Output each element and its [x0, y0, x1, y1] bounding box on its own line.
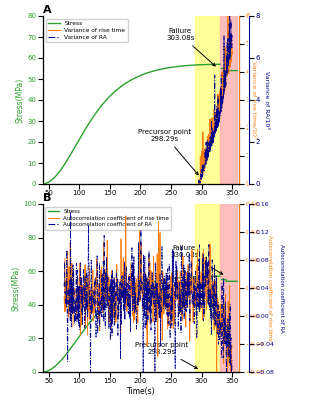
Bar — [195, 204, 220, 372]
Text: Failure
330.08s: Failure 330.08s — [170, 245, 223, 274]
Text: Precursor point
298.29s: Precursor point 298.29s — [135, 342, 197, 368]
Text: Failure
303.08s: Failure 303.08s — [166, 28, 215, 66]
Bar — [195, 16, 220, 184]
Bar — [220, 204, 237, 372]
Legend: Stress, Variance of rise time, Variance of RA: Stress, Variance of rise time, Variance … — [46, 19, 128, 42]
Y-axis label: Variance of rise time/10⁷: Variance of rise time/10⁷ — [252, 61, 257, 139]
Bar — [220, 16, 237, 184]
Legend: Stress, Autocorrelation coefficient of rise time, Autocorrelation coefficient of: Stress, Autocorrelation coefficient of r… — [45, 207, 171, 230]
X-axis label: Time(s): Time(s) — [127, 387, 155, 396]
Y-axis label: Autocorrelation coefficient of rise time: Autocorrelation coefficient of rise time — [267, 235, 272, 341]
Text: Precursor point
298.29s: Precursor point 298.29s — [138, 129, 198, 175]
Text: B: B — [43, 193, 51, 203]
Y-axis label: Stress(MPa): Stress(MPa) — [16, 77, 25, 123]
Y-axis label: Stress(MPa): Stress(MPa) — [11, 265, 20, 311]
Text: A: A — [43, 5, 51, 15]
Y-axis label: Autocorrelation coefficient of RA: Autocorrelation coefficient of RA — [279, 244, 284, 332]
Y-axis label: Variance of RA/10³: Variance of RA/10³ — [264, 71, 270, 129]
